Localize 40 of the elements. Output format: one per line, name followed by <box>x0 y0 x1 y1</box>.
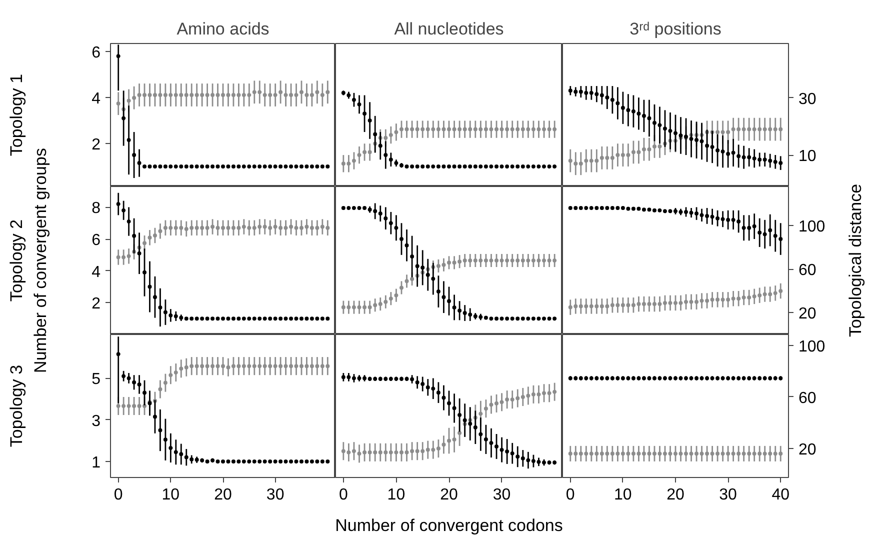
y2-tick-label: 100 <box>798 338 826 356</box>
x-tick-label: 10 <box>162 486 180 504</box>
x-tick-label: 10 <box>387 486 406 504</box>
y-tick-label: 2 <box>92 296 101 313</box>
y-tick-label: 3 <box>92 412 101 430</box>
text: Topology 3 <box>7 364 26 448</box>
text: Topology 2 <box>7 219 26 302</box>
y-tick-label: 8 <box>92 200 101 218</box>
y-axis-title: Number of convergent groups <box>31 148 50 373</box>
y2-tick-label: 10 <box>798 148 816 166</box>
y-tick-label: 6 <box>92 232 101 250</box>
y-tick-label: 4 <box>92 90 101 108</box>
chart-title: 3ʳᵈ positions <box>630 20 722 38</box>
chart-title: Amino acids <box>176 20 270 38</box>
x-axis-title: Number of convergent codons <box>335 516 563 535</box>
x-tick-label: 10 <box>614 486 632 504</box>
y2-tick-label: 100 <box>798 218 826 236</box>
x-tick-label: 30 <box>266 486 284 504</box>
chart-title: All nucleotides <box>394 20 504 38</box>
y2-tick-label: 20 <box>798 442 816 459</box>
y-tick-label: 5 <box>92 371 101 388</box>
x-tick-label: 20 <box>440 486 458 504</box>
text: Topology 1 <box>7 74 26 156</box>
y2-tick-label: 60 <box>798 262 816 280</box>
y-tick-label: 4 <box>92 264 101 281</box>
y2-tick-label: 30 <box>798 90 816 108</box>
y2-tick-label: 20 <box>798 306 816 323</box>
y2-axis-title: Topological distance <box>846 184 865 338</box>
x-tick-label: 0 <box>114 486 123 504</box>
x-tick-label: 20 <box>666 486 684 504</box>
x-tick-label: 40 <box>772 486 790 504</box>
x-tick-label: 20 <box>214 486 232 504</box>
y-tick-label: 6 <box>92 44 101 62</box>
y2-tick-label: 60 <box>798 390 816 407</box>
x-tick-label: 30 <box>719 486 738 504</box>
y-tick-label: 2 <box>92 136 101 154</box>
x-tick-label: 0 <box>338 486 348 504</box>
y-tick-label: 1 <box>92 454 101 472</box>
x-tick-label: 30 <box>492 486 511 504</box>
x-tick-label: 0 <box>566 486 575 504</box>
